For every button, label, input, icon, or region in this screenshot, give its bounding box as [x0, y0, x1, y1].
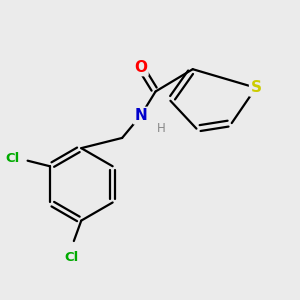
Text: S: S — [250, 80, 261, 95]
Text: Cl: Cl — [6, 152, 20, 165]
Text: O: O — [134, 60, 147, 75]
Text: Cl: Cl — [65, 251, 79, 264]
Text: H: H — [157, 122, 166, 135]
Text: N: N — [134, 108, 147, 123]
